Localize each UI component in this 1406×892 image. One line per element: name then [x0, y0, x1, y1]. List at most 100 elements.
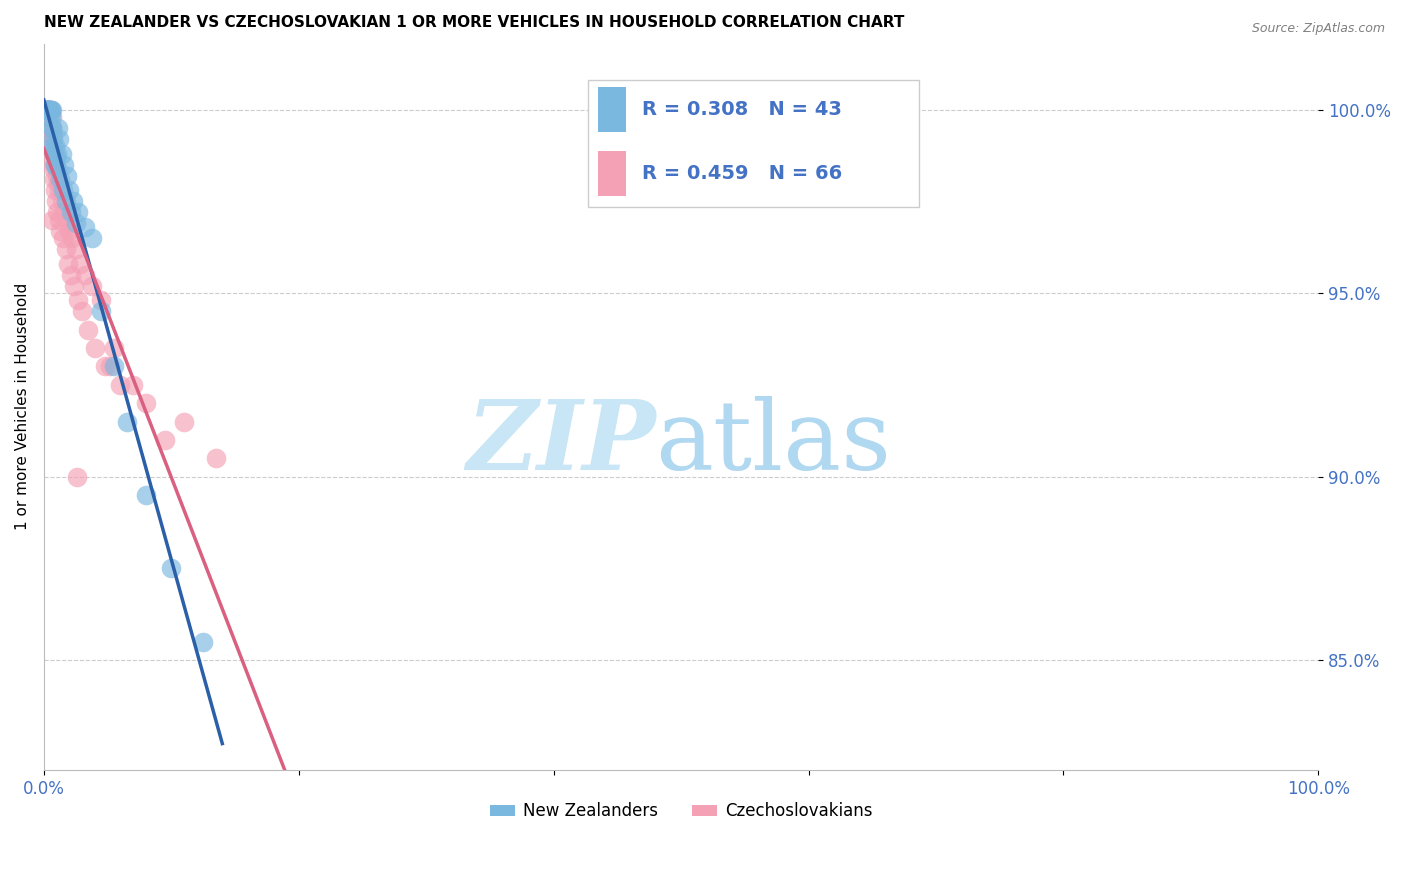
Point — [153, 433, 176, 447]
Point — [90, 304, 112, 318]
Point — [48, 132, 70, 146]
Point — [44, 158, 66, 172]
Point — [70, 304, 93, 318]
Point — [46, 121, 69, 136]
Point — [65, 242, 87, 256]
Text: R = 0.459   N = 66: R = 0.459 N = 66 — [641, 164, 842, 183]
Point — [41, 121, 63, 136]
Point — [41, 103, 63, 117]
Legend: New Zealanders, Czechoslovakians: New Zealanders, Czechoslovakians — [484, 796, 879, 827]
Point — [35, 103, 58, 117]
Point — [35, 103, 58, 117]
Point — [52, 183, 75, 197]
Point — [39, 103, 62, 117]
Point — [45, 169, 67, 183]
Point — [42, 172, 65, 186]
Point — [38, 103, 60, 117]
Point — [42, 146, 65, 161]
Point — [37, 103, 59, 117]
Point — [42, 139, 65, 153]
Point — [44, 183, 66, 197]
Point — [122, 377, 145, 392]
Point — [39, 103, 62, 117]
Point — [65, 216, 87, 230]
Point — [46, 176, 69, 190]
Point — [82, 278, 104, 293]
Point — [173, 415, 195, 429]
Point — [38, 121, 60, 136]
Point — [69, 257, 91, 271]
Point — [38, 103, 60, 117]
Point — [48, 212, 70, 227]
Point — [67, 293, 90, 308]
Point — [55, 194, 77, 209]
Point — [37, 103, 59, 117]
Point — [98, 359, 121, 374]
Point — [35, 103, 58, 117]
Point — [38, 128, 60, 143]
Point — [42, 128, 65, 143]
Point — [35, 103, 58, 117]
Point — [45, 146, 67, 161]
Point — [135, 396, 157, 410]
Point — [63, 278, 86, 293]
Point — [62, 194, 84, 209]
Point — [193, 634, 215, 648]
Point — [45, 150, 67, 164]
Point — [48, 183, 70, 197]
Point — [39, 103, 62, 117]
Point — [39, 150, 62, 164]
Point — [73, 220, 96, 235]
Point — [56, 212, 79, 227]
Point — [44, 158, 66, 172]
Point — [45, 194, 67, 209]
Point — [58, 183, 80, 197]
Point — [56, 257, 79, 271]
Point — [82, 231, 104, 245]
Point — [51, 194, 73, 209]
Point — [60, 231, 83, 245]
Point — [53, 158, 76, 172]
Point — [135, 488, 157, 502]
Point — [66, 469, 89, 483]
Point — [38, 103, 60, 117]
Point — [46, 205, 69, 219]
Point — [35, 103, 58, 117]
Point — [37, 103, 59, 117]
Point — [83, 341, 105, 355]
Point — [44, 139, 66, 153]
Point — [110, 377, 132, 392]
Text: atlas: atlas — [655, 396, 891, 490]
Point — [35, 103, 58, 117]
Point — [52, 231, 75, 245]
Point — [53, 205, 76, 219]
Point — [34, 103, 56, 117]
Point — [49, 172, 72, 186]
Point — [37, 103, 59, 117]
Point — [39, 139, 62, 153]
Text: NEW ZEALANDER VS CZECHOSLOVAKIAN 1 OR MORE VEHICLES IN HOUSEHOLD CORRELATION CHA: NEW ZEALANDER VS CZECHOSLOVAKIAN 1 OR MO… — [44, 15, 904, 30]
Point — [37, 110, 59, 124]
Point — [41, 212, 63, 227]
Point — [37, 103, 59, 117]
Point — [42, 146, 65, 161]
Point — [56, 169, 79, 183]
Point — [103, 341, 125, 355]
Point — [103, 359, 125, 374]
Point — [90, 293, 112, 308]
Point — [37, 103, 59, 117]
Point — [49, 224, 72, 238]
Point — [51, 146, 73, 161]
Point — [55, 242, 77, 256]
Point — [39, 103, 62, 117]
Point — [59, 268, 82, 282]
Point — [34, 103, 56, 117]
Point — [205, 451, 228, 466]
Point — [35, 103, 58, 117]
Point — [115, 415, 138, 429]
Point — [38, 103, 60, 117]
Point — [94, 359, 117, 374]
Point — [59, 205, 82, 219]
Point — [41, 121, 63, 136]
Point — [41, 121, 63, 136]
